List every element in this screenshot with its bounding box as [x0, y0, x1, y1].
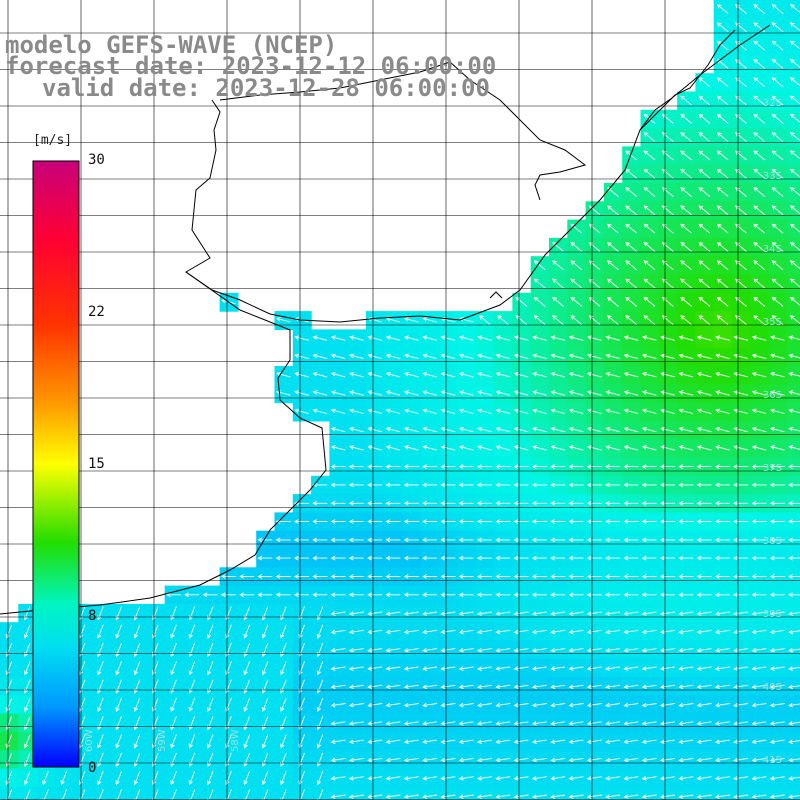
argentina-coast	[0, 271, 327, 615]
wind-vectors	[5, 4, 800, 800]
lat-label-37s: 37S	[763, 463, 782, 474]
lat-label-40s: 40S	[763, 682, 782, 693]
lat-label-36s: 36S	[763, 390, 782, 401]
colorbar-tick-22: 22	[88, 304, 105, 320]
colorbar-tick-15: 15	[88, 456, 105, 472]
lat-label-39s: 39S	[763, 609, 782, 620]
uruguay-coast	[185, 24, 771, 323]
colorbar-tick-30: 30	[88, 152, 105, 168]
lon-label-59w: 59W	[157, 729, 168, 752]
latitude-labels: 32S 33S 34S 35S 36S 37S 38S 39S 40S 41S	[763, 98, 782, 766]
colorbar-tick-8: 8	[88, 608, 97, 624]
lat-label-33s: 33S	[763, 171, 782, 182]
brazil-lagoon-coast	[639, 29, 736, 131]
lat-label-34s: 34S	[763, 244, 782, 255]
lat-label-41s: 41S	[763, 755, 782, 766]
uruguay-border	[219, 61, 587, 201]
lon-label-60w: 60W	[84, 729, 95, 752]
forecast-date: forecast date: 2023-12-12 06:00:00	[5, 52, 497, 80]
colorbar-unit: [m/s]	[33, 133, 73, 148]
lon-label-58w: 58W	[230, 729, 241, 752]
longitude-labels: 60W 59W 58W	[84, 729, 241, 752]
lat-label-32s: 32S	[763, 98, 782, 109]
coastline	[0, 24, 771, 615]
valid-date: valid date: 2023-12-28 06:00:00	[42, 74, 490, 102]
lat-label-35s: 35S	[763, 317, 782, 328]
colorbar-tick-0: 0	[88, 760, 97, 776]
lat-label-38s: 38S	[763, 536, 782, 547]
model-title: modelo GEFS-WAVE (NCEP)	[5, 31, 338, 59]
colorbar	[32, 160, 80, 768]
